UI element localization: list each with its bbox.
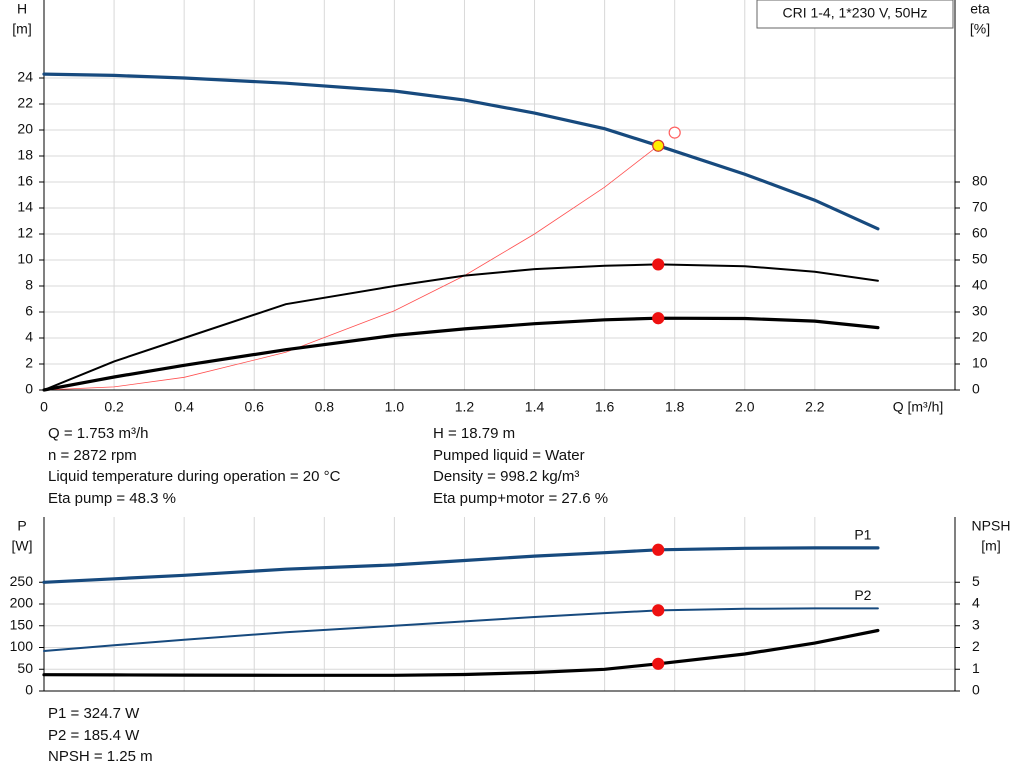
y-tick-label: 18 — [17, 147, 33, 163]
operating-point — [652, 604, 665, 617]
info-line: NPSH = 1.25 m — [48, 748, 153, 765]
y-tick-label: 50 — [17, 660, 33, 676]
x-tick-label: 0.6 — [244, 399, 264, 415]
y2-tick-label: 4 — [972, 595, 980, 611]
x-label: Q [m³/h] — [893, 399, 944, 415]
y-tick-label: 250 — [10, 573, 34, 589]
info-line: Liquid temperature during operation = 20… — [48, 468, 341, 485]
info-line: P1 = 324.7 W — [48, 705, 140, 722]
x-tick-label: 1.8 — [665, 399, 685, 415]
y-tick-label: 16 — [17, 173, 33, 189]
y2-tick-label: 20 — [972, 329, 988, 345]
y-tick-label: 22 — [17, 95, 33, 111]
y-tick-label: 2 — [25, 355, 33, 371]
y-tick-label: 200 — [10, 595, 34, 611]
y2-tick-label: 10 — [972, 355, 988, 371]
x-tick-label: 1.4 — [525, 399, 545, 415]
y2-tick-label: 5 — [972, 573, 980, 589]
info-line: Pumped liquid = Water — [433, 446, 585, 464]
y2-tick-label: 30 — [972, 303, 988, 319]
info-bottom: P1 = 324.7 W P2 = 185.4 W NPSH = 1.25 m — [48, 703, 153, 768]
series-label: P2 — [854, 587, 871, 603]
y-tick-label: 0 — [25, 381, 33, 397]
info-right: H = 18.79 m Pumped liquid = Water Density … — [433, 423, 608, 509]
x-tick-label: 1.6 — [595, 399, 615, 415]
y-tick-label: 14 — [17, 199, 33, 215]
info-line: Eta pump = 48.3 % — [48, 489, 176, 507]
x-tick-label: 0.8 — [315, 399, 335, 415]
operating-point — [652, 258, 665, 271]
y-label: [W] — [12, 538, 33, 554]
x-tick-label: 1.0 — [385, 399, 405, 415]
info-line: Q = 1.753 m³/h — [48, 425, 149, 442]
series-line — [42, 316, 880, 392]
info-line: Eta pump+motor = 27.6 % — [433, 489, 609, 507]
x-tick-label: 0 — [40, 399, 48, 415]
y-tick-label: 8 — [25, 277, 33, 293]
y-tick-label: 12 — [17, 225, 33, 241]
x-tick-label: 2.2 — [805, 399, 825, 415]
operating-point — [652, 312, 665, 325]
operating-point — [652, 657, 665, 670]
annotation-box — [756, 0, 954, 29]
y2-label: [m] — [981, 538, 1000, 554]
y-label: P — [17, 518, 26, 534]
y-tick-label: 24 — [17, 69, 33, 85]
x-tick-label: 1.2 — [455, 399, 475, 415]
y-tick-label: 150 — [10, 616, 34, 632]
y2-tick-label: 60 — [972, 225, 988, 241]
info-line: Density = 998.2 kg/m³ — [433, 468, 580, 485]
y2-tick-label: 40 — [972, 277, 988, 293]
annotation: CRI 1-4, 1*230 V, 50Hz — [782, 5, 927, 21]
series-line — [43, 607, 879, 652]
y-tick-label: 0 — [25, 682, 33, 698]
operating-point — [668, 126, 681, 139]
x-tick-label: 0.4 — [174, 399, 194, 415]
series-line — [43, 145, 659, 391]
info-line: H = 18.79 m — [433, 425, 516, 442]
y2-tick-label: 3 — [972, 616, 980, 632]
series-line — [43, 263, 879, 391]
y-tick-label: 100 — [10, 638, 34, 654]
y-tick-label: 20 — [17, 121, 33, 137]
y2-label: NPSH — [972, 518, 1011, 534]
series-line — [42, 546, 880, 584]
y-tick-label: 6 — [25, 303, 33, 319]
x-tick-label: 2.0 — [735, 399, 755, 415]
y-tick-label: 10 — [17, 251, 33, 267]
series-line — [42, 628, 880, 677]
y2-label: eta — [970, 1, 990, 17]
series-label: P1 — [854, 527, 871, 543]
y2-tick-label: 0 — [972, 682, 980, 698]
info-line: P2 = 185.4 W — [48, 726, 140, 744]
y2-tick-label: 2 — [972, 638, 980, 654]
y-label: [m] — [12, 21, 31, 37]
x-tick-label: 0.2 — [104, 399, 124, 415]
y-tick-label: 4 — [25, 329, 33, 345]
operating-point — [652, 139, 665, 152]
y2-tick-label: 70 — [972, 199, 988, 215]
operating-point — [652, 543, 665, 556]
y2-tick-label: 50 — [972, 251, 988, 267]
y2-tick-label: 80 — [972, 173, 988, 189]
y-label: H — [17, 1, 27, 17]
series-line — [42, 72, 880, 231]
y2-tick-label: 1 — [972, 660, 980, 676]
y2-label: [%] — [970, 21, 990, 37]
y2-tick-label: 0 — [972, 381, 980, 397]
info-line: n = 2872 rpm — [48, 446, 137, 464]
info-left: Q = 1.753 m³/h n = 2872 rpm Liquid tempera… — [48, 423, 340, 509]
